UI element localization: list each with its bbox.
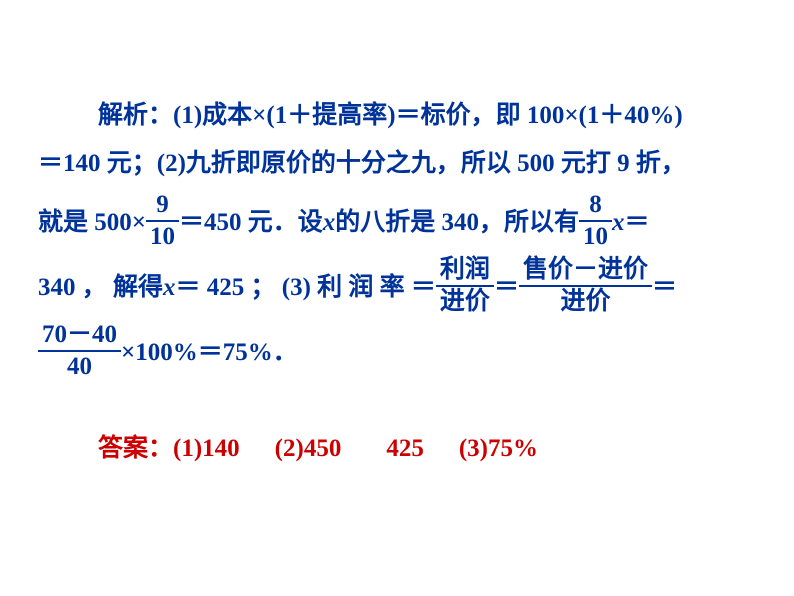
fraction-9-10: 9 10 — [146, 191, 179, 250]
fraction-sell-minus-cost: 售价－进价 进价 — [519, 256, 652, 315]
answer-label: 答案： — [98, 435, 173, 462]
text: ×100%＝75%． — [121, 329, 298, 377]
text: ＝ — [652, 264, 677, 312]
analysis-line-5: 70－40 40 ×100%＝75%． — [38, 323, 758, 382]
analysis-line-4: 340 ， 解得 x ＝ 425 ； (3) 利 润 率 ＝ 利润 进价 ＝ 售… — [38, 258, 758, 317]
text: ＝ — [494, 264, 519, 312]
text: ＝140 元；(2)九折即原价的十分之九，所以 500 元打 9 折， — [38, 150, 686, 177]
text: ＝ — [625, 199, 650, 247]
text: (1)成本×(1＋提高率)＝标价，即 100×(1＋40%) — [173, 102, 683, 129]
fraction-8-10: 8 10 — [579, 191, 612, 250]
text: ＝450 元．设 — [179, 199, 323, 247]
text: ＝ 425 ； (3) 利 润 率 ＝ — [176, 264, 436, 312]
answer-2: (2)450 — [275, 435, 342, 462]
variable-x: x — [163, 264, 176, 312]
analysis-block: 解析：(1)成本×(1＋提高率)＝标价，即 100×(1＋40%) ＝140 元… — [38, 92, 758, 382]
analysis-line-3: 就是 500× 9 10 ＝450 元．设 x 的八折是 340，所以有 8 1… — [38, 193, 758, 252]
answer-2b: 425 — [386, 435, 424, 462]
variable-x: x — [612, 199, 625, 247]
fraction-70-40-over-40: 70－40 40 — [38, 321, 121, 380]
answer-3: (3)75% — [459, 435, 538, 462]
analysis-label: 解析： — [98, 102, 173, 129]
text: 340 ， 解得 — [38, 264, 163, 312]
text: 就是 500× — [38, 199, 146, 247]
analysis-line-1: 解析：(1)成本×(1＋提高率)＝标价，即 100×(1＋40%) — [38, 92, 758, 140]
text: 的八折是 340，所以有 — [335, 199, 579, 247]
answer-block: 答案：(1)140 (2)450 425 (3)75% — [38, 428, 758, 464]
fraction-profit-cost: 利润 进价 — [436, 256, 494, 315]
variable-x: x — [323, 199, 336, 247]
answer-1: (1)140 — [173, 435, 240, 462]
analysis-line-2: ＝140 元；(2)九折即原价的十分之九，所以 500 元打 9 折， — [38, 140, 758, 188]
